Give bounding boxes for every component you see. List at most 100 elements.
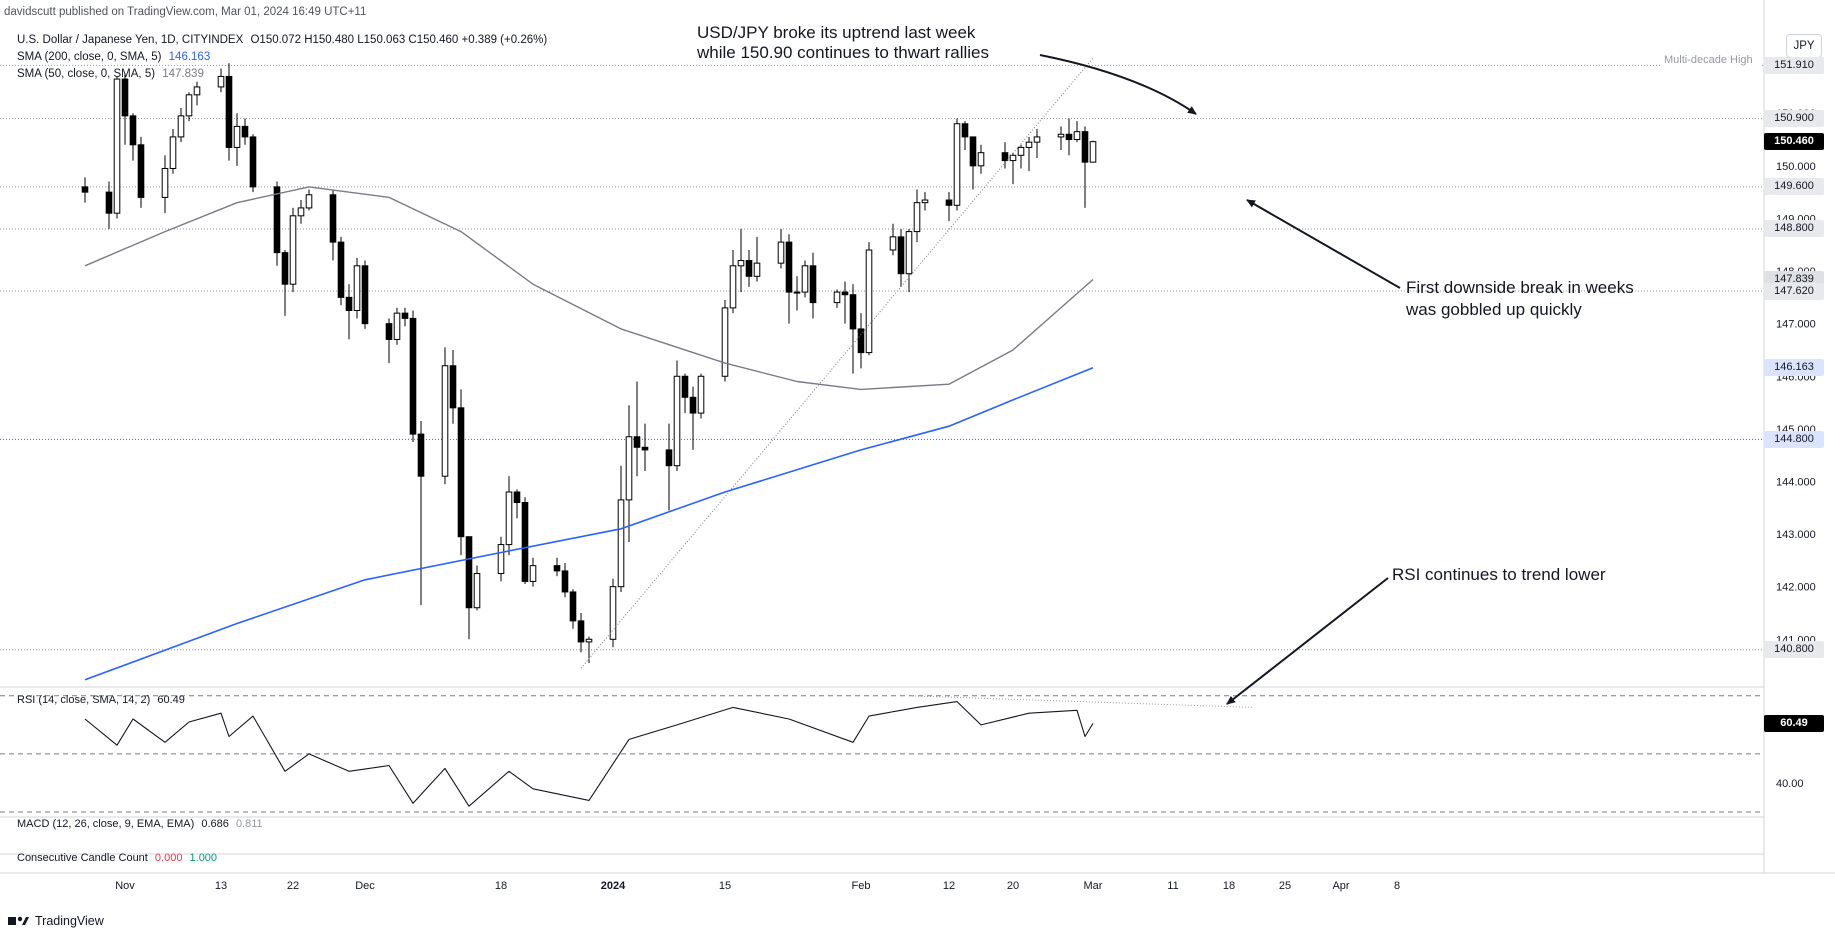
candle-body-2024-01-30 [841, 291, 849, 296]
tradingview-logo-icon [8, 916, 29, 925]
x-tick-Nov: Nov [115, 880, 135, 892]
ccc-value-2: 1.000 [189, 852, 218, 864]
candle-body-2024-01-16 [729, 265, 737, 309]
candle-body-2024-02-21 [1017, 146, 1025, 156]
rsi-trendline [908, 695, 1254, 708]
ccc-legend: Consecutive Candle Count 0.000 1.000 [17, 852, 217, 864]
candle-body-2023-11-20 [273, 186, 281, 254]
candle-body-2024-01-12 [697, 375, 705, 414]
candle-body-2024-02-16 [977, 152, 985, 167]
x-tick-8: 8 [1394, 880, 1400, 892]
candle-body-2023-12-07 [409, 317, 417, 435]
candle-body-2024-03-01 [1089, 141, 1097, 163]
x-tick-25: 25 [1279, 880, 1291, 892]
uptrend-line [580, 57, 1094, 669]
candle-body-2023-12-14 [465, 536, 473, 609]
sma50-value: 147.839 [162, 68, 204, 80]
ohlc-values: O150.072 H150.480 L150.063 C150.460 +0.3… [250, 34, 548, 46]
x-tick-22: 22 [287, 880, 299, 892]
candle-body-2023-12-22 [529, 565, 537, 582]
candle-body-2024-02-27 [1065, 133, 1073, 141]
candle-body-2023-12-12 [449, 365, 457, 409]
candle-body-2024-02-14 [961, 123, 969, 138]
y-tick-143.000: 143.000 [1776, 529, 1816, 541]
publisher-line: davidscutt published on TradingView.com,… [4, 6, 367, 18]
x-tick-20: 20 [1007, 880, 1019, 892]
price-label-144.800: 144.800 [1764, 430, 1824, 448]
candle-body-2024-02-06 [897, 236, 905, 275]
x-tick-13: 13 [215, 880, 227, 892]
candle-body-2023-11-13 [217, 75, 225, 88]
candles [81, 63, 1097, 663]
price-label-146.163: 146.163 [1764, 359, 1824, 377]
candle-body-2023-12-13 [457, 407, 465, 538]
candle-body-2024-02-05 [889, 236, 897, 251]
candle-body-2024-01-04 [633, 436, 641, 448]
price-label-149.600: 149.600 [1764, 178, 1824, 196]
tradingview-brand[interactable]: TradingView [8, 914, 104, 928]
candle-body-2024-01-26 [809, 265, 817, 304]
candle-body-2024-01-09 [673, 375, 681, 467]
candle-body-2023-12-21 [521, 502, 529, 582]
candle-body-2023-11-17 [249, 136, 257, 188]
candle-body-2024-01-03 [625, 436, 633, 501]
price-label-151.910: 151.910 [1764, 56, 1824, 74]
sma200-value: 146.163 [168, 51, 211, 63]
candle-body-2024-02-28 [1073, 131, 1081, 141]
annotation-top-line1: USD/JPY broke its uptrend last week [697, 23, 976, 42]
candle-body-2024-02-29 [1081, 131, 1089, 163]
arrow-mid [1246, 199, 1401, 289]
candle-body-2023-12-18 [497, 544, 505, 575]
candle-body-2023-11-21 [281, 252, 289, 285]
indicator-lines [84, 57, 1254, 807]
candle-body-2024-02-13 [953, 123, 961, 206]
x-tick-2024: 2024 [601, 880, 626, 892]
candle-body-2023-12-20 [513, 491, 521, 504]
x-tick-Apr: Apr [1332, 880, 1349, 892]
candle-body-2023-12-01 [361, 265, 369, 325]
x-tick-11: 11 [1167, 880, 1178, 892]
candle-body-2024-01-25 [801, 265, 809, 293]
annotation-mid-line1: First downside break in weeks [1406, 278, 1634, 297]
sma200-label: SMA (200, close, 0, SMA, 5) [17, 51, 162, 63]
annotation-arrows [1039, 54, 1401, 705]
candle-body-2023-11-10 [193, 86, 201, 96]
candle-body-2024-01-18 [745, 260, 753, 277]
candle-body-2024-01-01 [609, 586, 617, 640]
x-tick-15: 15 [719, 880, 731, 892]
price-label-150.460: 150.460 [1764, 133, 1824, 151]
price-label-147.620: 147.620 [1764, 282, 1824, 300]
rsi-tick-40: 40.00 [1776, 778, 1804, 790]
candle-body-2023-10-30 [105, 191, 113, 214]
candle-body-2024-01-05 [641, 446, 649, 451]
price-level-lines [0, 64, 1764, 651]
currency-button[interactable]: JPY [1786, 34, 1822, 58]
candle-body-2024-01-15 [721, 307, 729, 377]
candle-body-2023-11-28 [337, 241, 345, 298]
candle-body-2024-02-02 [865, 249, 873, 354]
price-label-150.900: 150.900 [1764, 109, 1824, 127]
candle-body-2023-11-24 [305, 194, 313, 209]
sma200-line [84, 366, 1094, 681]
candle-body-2023-11-23 [297, 207, 305, 217]
macd-value-1: 0.686 [201, 818, 229, 830]
ccc-value-1: 0.000 [154, 852, 183, 864]
annotation-mid-line2: was gobbled up quickly [1406, 300, 1582, 319]
candle-body-2023-12-04 [385, 323, 393, 340]
candle-body-2023-11-01 [121, 78, 129, 117]
candle-body-2023-11-22 [289, 215, 297, 285]
candle-body-2024-02-23 [1033, 136, 1041, 143]
candle-body-2023-11-06 [161, 167, 169, 198]
rsi-legend-value: 60.49 [157, 694, 185, 706]
candle-body-2024-01-23 [785, 241, 793, 293]
candle-body-2024-01-31 [849, 294, 857, 330]
candle-body-2024-02-26 [1057, 133, 1065, 138]
candle-body-2024-02-20 [1009, 154, 1017, 162]
x-tick-Dec: Dec [355, 880, 375, 892]
symbol-line: U.S. Dollar / Japanese Yen, 1D, CITYINDE… [17, 34, 547, 46]
sma50-line [84, 186, 1094, 391]
annotation-rsi-note: RSI continues to trend lower [1392, 565, 1606, 584]
x-tick-Mar: Mar [1084, 880, 1103, 892]
rsi-legend: RSI (14, close, SMA, 14, 2) 60.49 [17, 694, 185, 706]
